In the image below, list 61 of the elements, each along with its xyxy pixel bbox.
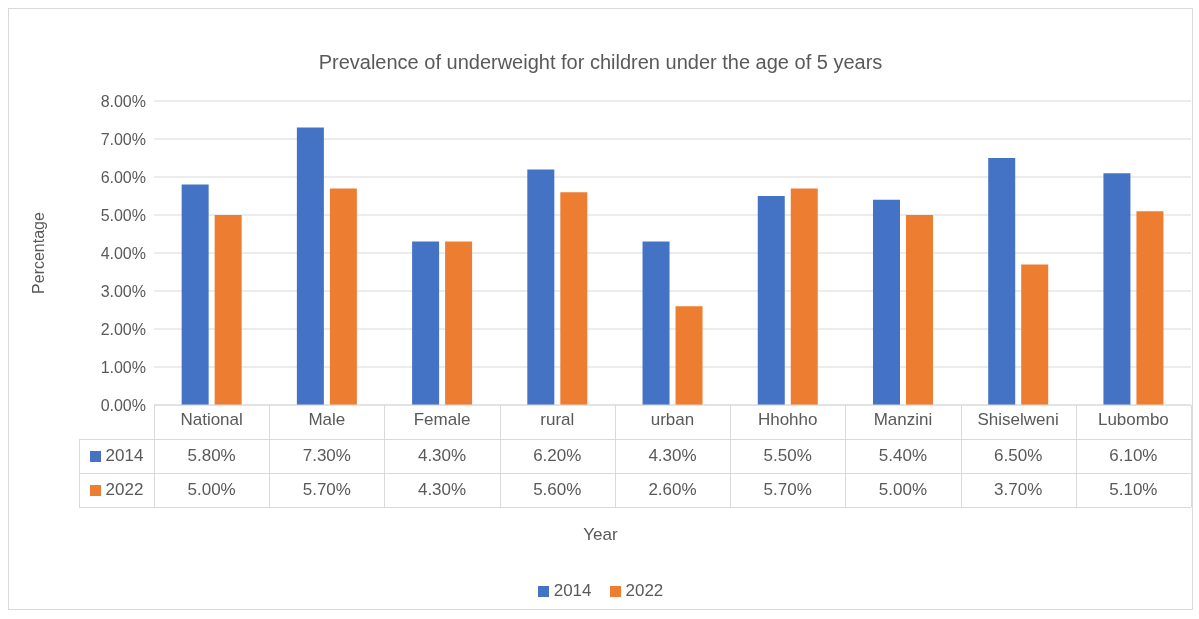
x-tick-label: Male <box>308 410 346 430</box>
x-tick-label: Hhohho <box>757 410 818 430</box>
data-label: 5.70% <box>762 479 813 501</box>
data-label: 5.10% <box>1108 479 1159 501</box>
data-label: 2.60% <box>647 479 698 501</box>
y-tick-label: 0.00% <box>100 396 146 414</box>
bar <box>214 215 242 405</box>
legend-label: 2022 <box>104 479 145 501</box>
data-label: 6.10% <box>1108 445 1159 467</box>
bar <box>181 184 209 405</box>
data-label: 6.20% <box>532 445 583 467</box>
bar <box>790 188 818 405</box>
data-label: 4.30% <box>647 445 698 467</box>
y-tick-label: 3.00% <box>100 282 146 300</box>
y-axis-title: Percentage <box>29 211 48 296</box>
bar <box>445 241 473 405</box>
text: 2014 <box>553 581 592 600</box>
data-label: 5.50% <box>762 445 813 467</box>
bar <box>1103 173 1131 405</box>
bar <box>757 196 785 405</box>
data-label: 5.80% <box>186 445 237 467</box>
bar <box>1136 211 1164 405</box>
y-tick-label: 4.00% <box>100 244 146 262</box>
y-tick-label: 2.00% <box>100 320 146 338</box>
x-tick-label: Female <box>413 410 471 430</box>
text: Year <box>582 525 619 545</box>
legend-label: 2014 <box>104 445 145 467</box>
chart-title: Prevalence of underweight for children under the age of 5 years <box>317 51 884 74</box>
bar <box>675 306 703 405</box>
bar <box>296 127 324 405</box>
data-label: 6.50% <box>993 445 1044 467</box>
bar <box>329 188 357 405</box>
y-tick-label: 5.00% <box>100 206 146 224</box>
x-tick-label: urban <box>650 410 695 430</box>
y-tick-label: 8.00% <box>100 92 146 110</box>
x-tick-label: Shiselweni <box>977 410 1059 430</box>
x-tick-label: rural <box>540 410 575 430</box>
data-label: 5.40% <box>877 445 929 467</box>
y-tick-label: 6.00% <box>100 168 146 186</box>
bar <box>560 192 588 405</box>
data-label: 5.00% <box>877 479 929 501</box>
bar <box>872 199 900 405</box>
data-label: 3.70% <box>993 479 1044 501</box>
data-label: 4.30% <box>416 479 468 501</box>
bar <box>412 241 440 405</box>
x-tick-label: Lubombo <box>1097 410 1169 430</box>
bar <box>988 158 1016 405</box>
data-label: 5.60% <box>532 479 583 501</box>
text: 2022 <box>625 581 664 600</box>
bar <box>905 215 933 405</box>
x-tick-label: National <box>180 410 243 430</box>
y-tick-label: 7.00% <box>100 130 146 148</box>
data-label: 5.00% <box>186 479 237 501</box>
bar <box>1021 264 1049 405</box>
y-tick-label: 1.00% <box>100 358 146 376</box>
bar <box>642 241 670 405</box>
x-tick-label: Manzini <box>873 410 933 430</box>
data-label: 5.70% <box>301 479 352 501</box>
bar <box>527 169 555 405</box>
data-label: 7.30% <box>301 445 352 467</box>
data-label: 4.30% <box>416 445 468 467</box>
